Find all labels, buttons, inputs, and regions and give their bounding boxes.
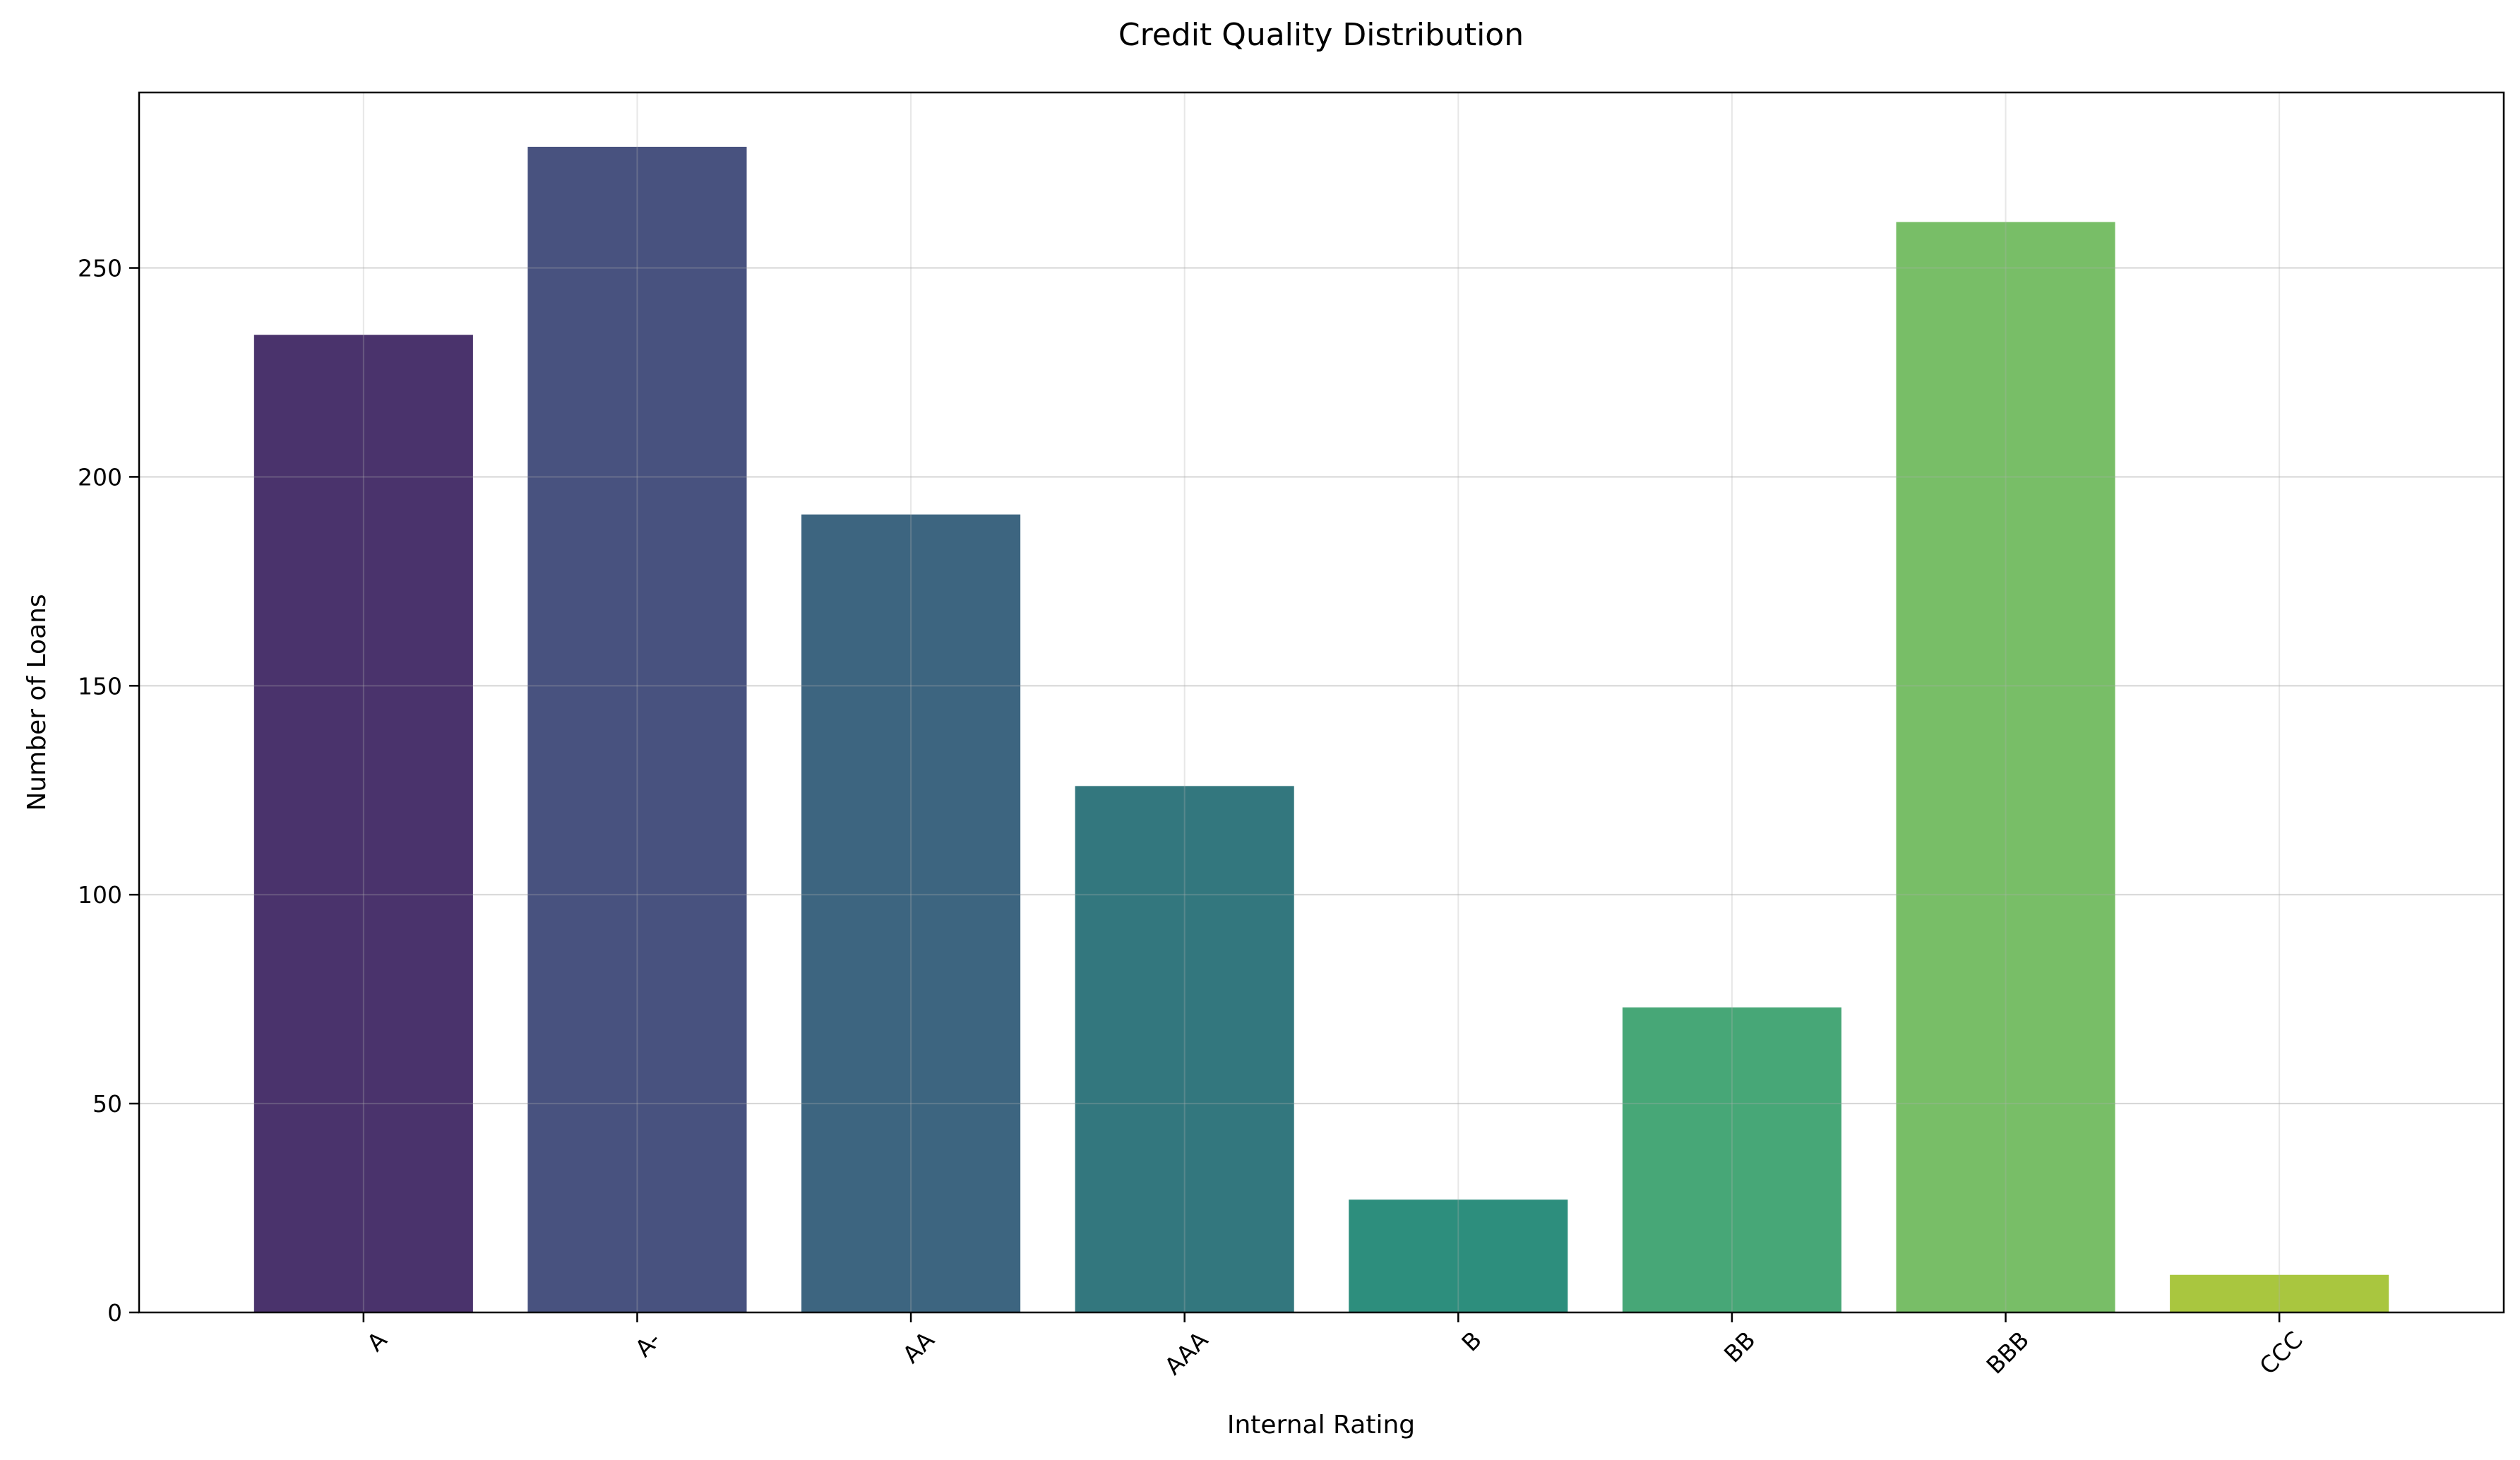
bar-bb xyxy=(1622,1007,1841,1312)
y-tick-label: 200 xyxy=(78,463,122,491)
y-tick-label: 150 xyxy=(78,672,122,700)
bar-aa xyxy=(801,514,1021,1312)
bar-ccc xyxy=(2170,1274,2389,1312)
y-tick-label: 0 xyxy=(107,1299,122,1327)
plot-frame xyxy=(138,91,2505,1314)
y-tick-label: 250 xyxy=(78,255,122,282)
bars xyxy=(253,146,2389,1313)
bar-b xyxy=(1349,1199,1568,1312)
y-tick-label: 100 xyxy=(78,881,122,909)
bar-a xyxy=(253,335,473,1312)
y-axis-ticks: 0 50 100 150 200 250 xyxy=(78,255,139,1327)
bar-aminus xyxy=(527,146,747,1312)
y-tick-label: 50 xyxy=(92,1090,122,1118)
y-axis-label: Number of Loans xyxy=(23,594,52,810)
bar-bbb xyxy=(1896,222,2115,1313)
x-axis-label: Internal Rating xyxy=(1227,1411,1415,1440)
bar-aaa xyxy=(1075,786,1294,1312)
chart-title: Credit Quality Distribution xyxy=(1118,17,1524,53)
